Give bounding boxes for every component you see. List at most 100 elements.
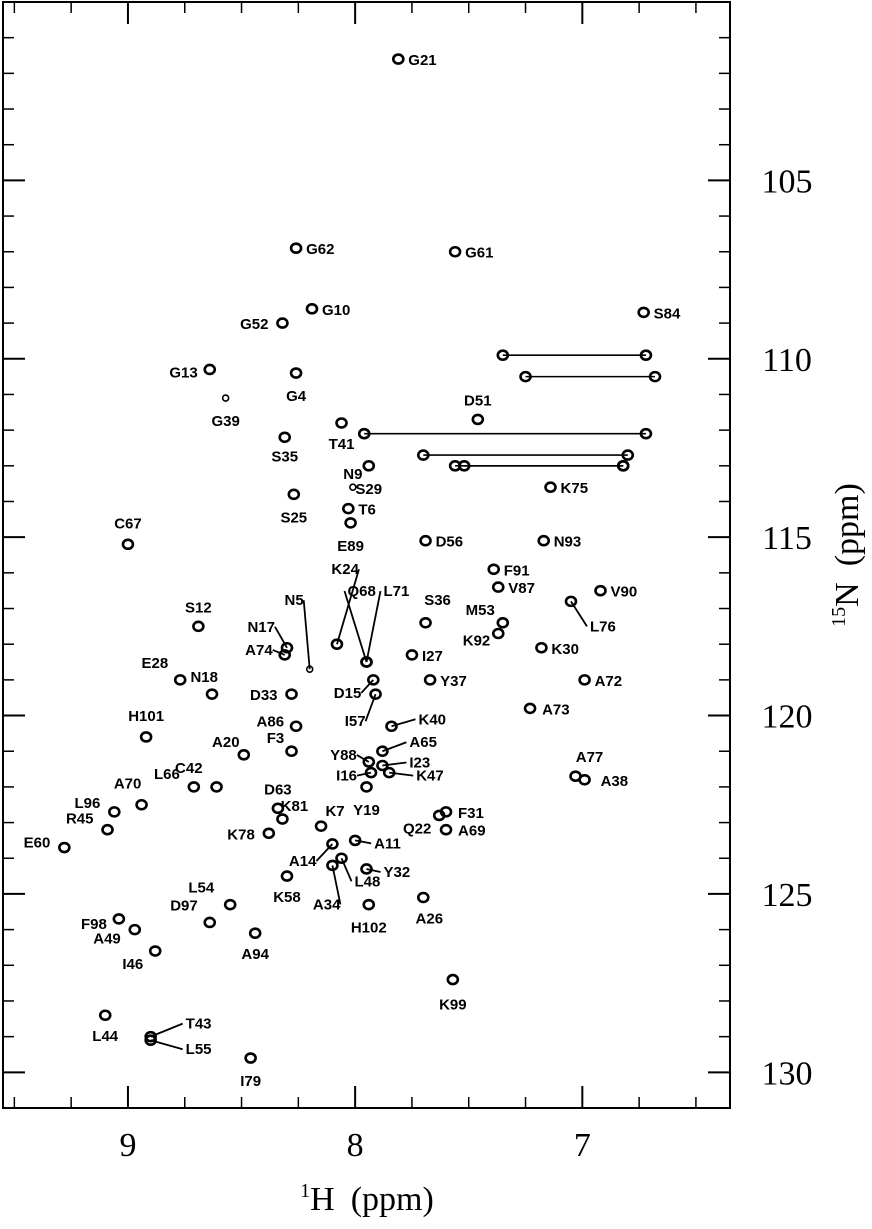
peak-label-a73: A73: [542, 701, 570, 718]
side-chain-peak: [457, 460, 471, 472]
peak-label-y32: Y32: [384, 864, 411, 881]
peak-marker-f98: [112, 913, 126, 925]
x-tick-label: 8: [347, 1127, 364, 1164]
leader-line: [389, 771, 414, 777]
peak-marker-k7: [314, 820, 328, 832]
peak-label-a77: A77: [576, 749, 604, 766]
peak-label-i79: I79: [240, 1073, 261, 1090]
peak-label-q22: Q22: [403, 820, 431, 837]
peak-label-d63: D63: [264, 781, 292, 798]
leader-line: [382, 761, 407, 767]
peak-marker-k30: [535, 641, 548, 654]
peak-label-f91: F91: [504, 562, 530, 579]
peak-label-s29: S29: [355, 481, 382, 498]
peak-marker-a94: [248, 927, 262, 939]
peak-marker-i79: [244, 1052, 257, 1064]
peak-marker-d15: [367, 674, 380, 686]
peak-label-s36: S36: [424, 592, 451, 609]
peak-label-y37: Y37: [440, 673, 467, 690]
peak-marker-r45: [101, 823, 114, 836]
peak-marker-k75: [544, 481, 557, 494]
peak-label-n93: N93: [554, 534, 582, 551]
peak-marker-l66: [187, 781, 201, 793]
peak-marker-h102: [362, 898, 376, 911]
peak-marker-a20: [237, 748, 251, 761]
peak-marker-t41: [335, 417, 348, 429]
peak-marker-a49: [128, 923, 142, 936]
peak-marker-a73: [523, 702, 537, 715]
peak-label-y88: Y88: [330, 747, 357, 764]
peak-marker-s36: [419, 616, 432, 629]
leader-line: [302, 600, 311, 670]
peak-marker-a11: [348, 834, 362, 847]
peak-marker-s29: [362, 460, 376, 472]
peak-label-l66: L66: [154, 766, 180, 783]
peak-marker-s25: [287, 488, 301, 501]
peak-label-i27: I27: [422, 648, 443, 665]
peak-marker-s35: [278, 431, 292, 444]
side-chain-peak: [357, 427, 371, 440]
leader-line: [356, 754, 370, 763]
peak-marker-d51: [471, 413, 485, 426]
peak-marker-k78: [262, 827, 276, 840]
side-chain-peak: [496, 349, 510, 362]
peak-marker-l54: [223, 898, 237, 911]
y-tick-label: 120: [762, 699, 813, 736]
peak-label-y19: Y19: [353, 802, 380, 819]
peak-marker-g39: [221, 394, 230, 402]
peak-label-g4: G4: [286, 388, 307, 405]
peak-marker-k81: [276, 813, 289, 825]
peak-label-l44: L44: [92, 1028, 119, 1045]
peak-label-i16: I16: [336, 768, 357, 785]
peak-label-k7: K7: [325, 803, 344, 820]
y-axis-title: 15N(ppm): [828, 483, 866, 627]
peak-marker-f3: [285, 745, 298, 758]
peak-label-s84: S84: [654, 305, 681, 322]
y-tick-label: 115: [762, 520, 812, 557]
peak-label-l76: L76: [590, 618, 616, 635]
peak-label-l71: L71: [384, 583, 410, 600]
peak-marker-a86: [289, 720, 303, 733]
peak-marker-c42: [210, 781, 223, 793]
peak-label-k47: K47: [416, 768, 444, 785]
peak-label-n9: N9: [343, 466, 362, 483]
side-chain-peak: [416, 449, 430, 461]
peak-marker-g62: [289, 242, 303, 254]
peak-label-a74: A74: [245, 642, 273, 659]
peak-label-e60: E60: [24, 835, 51, 852]
peak-marker-a26: [416, 891, 430, 904]
peak-label-h102: H102: [351, 920, 387, 937]
peak-label-t41: T41: [329, 436, 355, 453]
peak-label-k30: K30: [551, 641, 579, 658]
peak-label-s25: S25: [280, 509, 307, 526]
peak-marker-a14: [326, 838, 339, 850]
peak-marker-v90: [594, 584, 607, 597]
peak-label-h101: H101: [128, 708, 164, 725]
peak-label-n17: N17: [247, 619, 275, 636]
peak-marker-d97: [203, 916, 217, 929]
leader-line: [150, 1039, 183, 1051]
peak-marker-k24: [330, 638, 344, 650]
peak-label-c67: C67: [114, 515, 142, 532]
peak-label-a65: A65: [409, 734, 437, 751]
peak-label-d51: D51: [464, 392, 492, 409]
peak-marker-l48: [335, 852, 348, 865]
peak-label-t6: T6: [358, 502, 376, 519]
peak-marker-k58: [280, 870, 294, 882]
leader-line: [274, 626, 288, 649]
y-tick-label: 105: [762, 163, 813, 200]
peak-marker-f91: [487, 563, 501, 576]
peak-label-e28: E28: [142, 655, 169, 672]
peak-marker-c67: [121, 538, 135, 551]
peak-marker-a74: [278, 649, 292, 661]
side-chain-peak: [639, 349, 653, 362]
side-chain-peak: [639, 427, 653, 440]
peak-label-s12: S12: [185, 599, 212, 616]
peak-label-k40: K40: [418, 711, 446, 728]
peak-label-s35: S35: [271, 448, 298, 465]
leader-line: [315, 843, 334, 862]
peak-marker-i16: [364, 766, 378, 779]
peak-label-c42: C42: [175, 760, 203, 777]
peak-label-a14: A14: [289, 853, 317, 870]
